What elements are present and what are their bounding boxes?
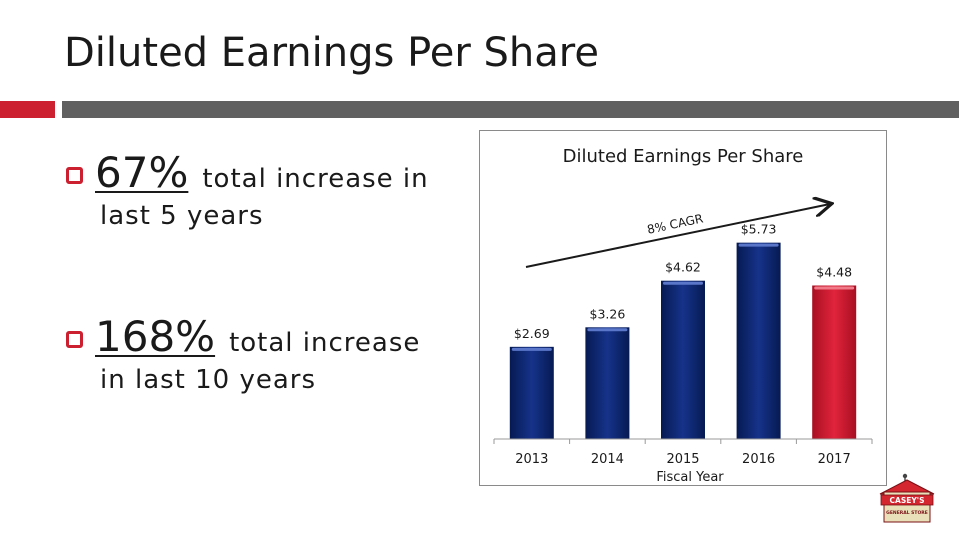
accent-divider-red — [0, 101, 55, 118]
bullet-2-highlight: 168% — [95, 312, 216, 361]
x-tick-label-2015: 2015 — [666, 452, 699, 467]
bullet-1-text-line2: last 5 years — [100, 201, 264, 231]
chart-title: Diluted Earnings Per Share — [563, 146, 804, 167]
x-ticks-group: 2013 2014 2015 2016 2017 — [493, 439, 873, 467]
checkbox-bullet-icon — [66, 331, 83, 348]
x-axis-label: Fiscal Year — [656, 470, 724, 485]
caseys-logo: CASEY'S GENERAL STORE — [878, 472, 936, 531]
eps-chart: Diluted Earnings Per Share 8% CAGR $2.69… — [479, 130, 887, 486]
x-tick-label-2014: 2014 — [591, 452, 624, 467]
x-tick-label-2016: 2016 — [742, 452, 775, 467]
data-label-2015: $4.62 — [665, 260, 701, 275]
x-tick-label-2017: 2017 — [818, 452, 851, 467]
bar-highlight-2015 — [663, 281, 703, 285]
bullet-2: 168% total increase in last 10 years — [66, 312, 456, 395]
bar-2017 — [812, 285, 857, 439]
checkbox-bullet-icon — [66, 167, 83, 184]
data-label-2014: $3.26 — [590, 306, 626, 321]
bar-2016 — [736, 242, 781, 439]
bar-2014 — [585, 327, 630, 439]
divider-gray — [62, 101, 959, 118]
bar-highlight-2016 — [738, 243, 779, 247]
slide-title: Diluted Earnings Per Share — [64, 30, 599, 76]
eps-chart-svg: Diluted Earnings Per Share 8% CAGR $2.69… — [493, 146, 873, 485]
logo-text-top: CASEY'S — [890, 496, 925, 505]
cagr-arrow — [525, 204, 830, 268]
bars-group: $2.69 $3.26 $4.62 $5.73 $4.48 — [509, 222, 857, 439]
bullet-1-text: total increase in — [202, 164, 429, 194]
bullet-2-text: total increase — [229, 328, 421, 358]
data-label-2017: $4.48 — [816, 264, 852, 279]
bullet-1: 67% total increase in last 5 years — [66, 148, 456, 231]
bar-2013 — [509, 346, 554, 439]
data-label-2013: $2.69 — [514, 326, 550, 341]
bar-highlight-2014 — [587, 328, 628, 332]
data-label-2016: $5.73 — [741, 222, 777, 237]
logo-text-bottom: GENERAL STORE — [886, 510, 928, 516]
x-tick-label-2013: 2013 — [515, 452, 548, 467]
bar-highlight-2017 — [814, 286, 855, 290]
bar-2015 — [661, 280, 705, 439]
bar-highlight-2013 — [511, 347, 552, 351]
bullet-1-highlight: 67% — [95, 148, 189, 197]
cagr-annotation: 8% CAGR — [646, 211, 705, 237]
bullet-2-text-line2: in last 10 years — [100, 365, 317, 395]
